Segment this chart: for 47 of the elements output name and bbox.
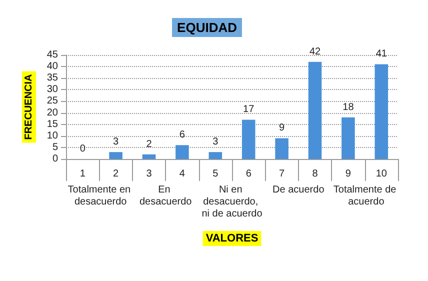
data-label: 2 (146, 138, 152, 150)
data-label: 9 (279, 122, 286, 134)
bar (275, 138, 288, 159)
bar (342, 117, 355, 159)
bar (109, 152, 122, 159)
y-tick-label: 0 (52, 154, 58, 164)
x-tick-label: 10 (376, 168, 388, 180)
x-tick-label: 5 (212, 168, 219, 180)
data-label: 3 (212, 136, 219, 148)
x-tick-label: 1 (80, 168, 86, 180)
text: Totalmente en desacuerdo (68, 184, 131, 208)
y-tick-label: 40 (46, 61, 58, 72)
bar (142, 154, 156, 159)
y-tick-label: 10 (46, 130, 58, 142)
data-label: 18 (342, 102, 354, 113)
text: De acuerdo (272, 184, 325, 196)
bar (308, 62, 322, 159)
bar (176, 145, 189, 159)
x-axis-title: VALORES (206, 232, 258, 244)
data-label: 6 (179, 130, 186, 141)
x-tick-label: 9 (345, 168, 352, 180)
x-tick-label: 4 (179, 168, 186, 180)
data-label: 42 (309, 46, 321, 58)
x-tick-label: 6 (246, 168, 252, 180)
data-label: 0 (80, 144, 86, 154)
y-axis-title: FRECUENCIA (23, 74, 34, 140)
y-tick-label: 20 (46, 107, 58, 118)
data-label: 17 (243, 104, 255, 116)
x-tick-label: 2 (113, 168, 120, 180)
x-tick-label: 7 (279, 168, 286, 180)
y-tick-label: 45 (46, 50, 58, 60)
text: Ni en desacuerdo, ni de acuerdo (202, 184, 263, 220)
chart-title: EQUIDAD (177, 20, 237, 35)
data-label: 41 (376, 48, 388, 60)
y-tick-label: 5 (52, 142, 58, 153)
y-tick-label: 25 (46, 96, 58, 107)
bar (208, 152, 222, 159)
text: Totalmente de acuerdo (333, 184, 397, 208)
y-tick-label: 15 (46, 118, 58, 130)
bar (242, 120, 256, 159)
x-tick-label: 3 (146, 168, 152, 180)
y-tick-label: 35 (46, 72, 58, 84)
x-tick-label: 8 (312, 168, 318, 180)
data-label: 3 (113, 136, 120, 148)
text: En desacuerdo (139, 184, 192, 208)
bar (374, 64, 388, 159)
y-tick-label: 30 (46, 84, 58, 96)
